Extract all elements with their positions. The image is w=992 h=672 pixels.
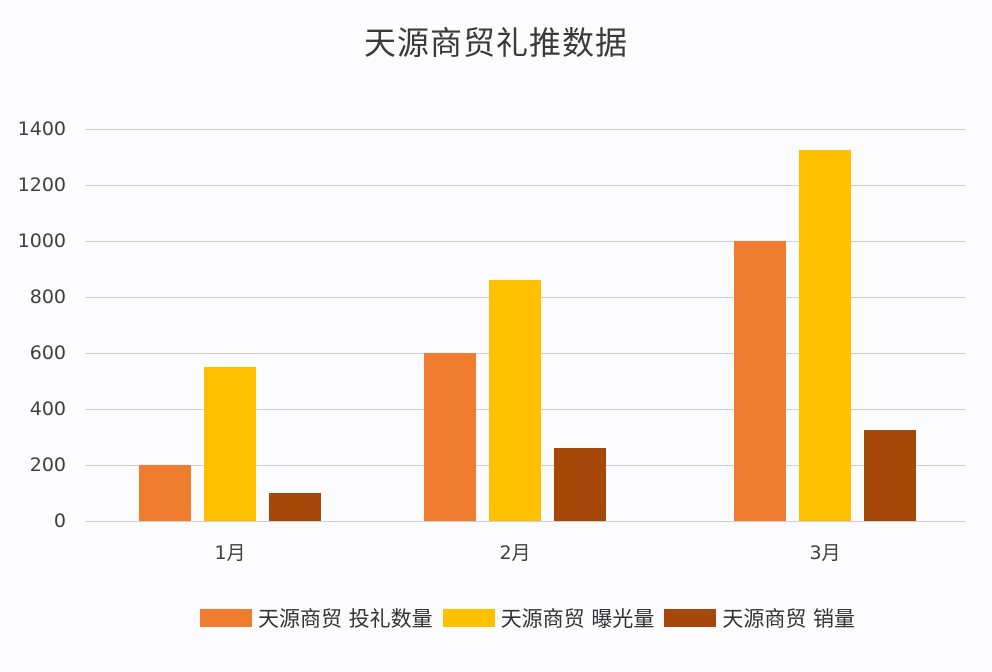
bar-1-2 — [424, 353, 476, 521]
legend-item: 天源商贸 曝光量 — [442, 603, 655, 633]
bar-1-3 — [734, 241, 786, 521]
y-tick-label: 400 — [29, 398, 66, 420]
y-tick-label: 0 — [53, 510, 66, 532]
y-tick-label: 600 — [29, 342, 66, 364]
gridline — [85, 521, 965, 522]
y-tick-label: 1200 — [17, 174, 66, 196]
gridline — [85, 241, 965, 242]
plot-area — [85, 129, 965, 522]
y-tick-label: 200 — [29, 454, 66, 476]
bar-3-1 — [269, 493, 321, 521]
legend-swatch-icon — [200, 609, 252, 627]
bar-2-2 — [489, 280, 541, 521]
x-tick-label: 1月 — [214, 542, 246, 564]
legend-item: 天源商贸 销量 — [664, 603, 855, 633]
legend-label: 天源商贸 曝光量 — [500, 607, 655, 631]
y-tick-label: 1400 — [17, 118, 66, 140]
legend-label: 天源商贸 投礼数量 — [258, 607, 433, 631]
gridline — [85, 129, 965, 130]
y-tick-label: 1000 — [17, 230, 66, 252]
x-tick-label: 2月 — [499, 542, 531, 564]
legend: 天源商贸 投礼数量 天源商贸 曝光量 天源商贸 销量 — [200, 603, 865, 633]
bar-2-3 — [799, 150, 851, 521]
bar-1-1 — [139, 465, 191, 521]
bar-3-3 — [864, 430, 916, 521]
chart-title: 天源商贸礼推数据 — [363, 24, 628, 62]
legend-item: 天源商贸 投礼数量 — [200, 603, 433, 633]
bar-2-1 — [204, 367, 256, 521]
y-tick-label: 800 — [29, 286, 66, 308]
legend-swatch-icon — [664, 609, 717, 627]
legend-swatch-icon — [442, 609, 495, 627]
gridline — [85, 185, 965, 186]
legend-label: 天源商贸 销量 — [722, 607, 856, 631]
bar-3-2 — [554, 448, 606, 521]
x-tick-label: 3月 — [809, 542, 841, 564]
